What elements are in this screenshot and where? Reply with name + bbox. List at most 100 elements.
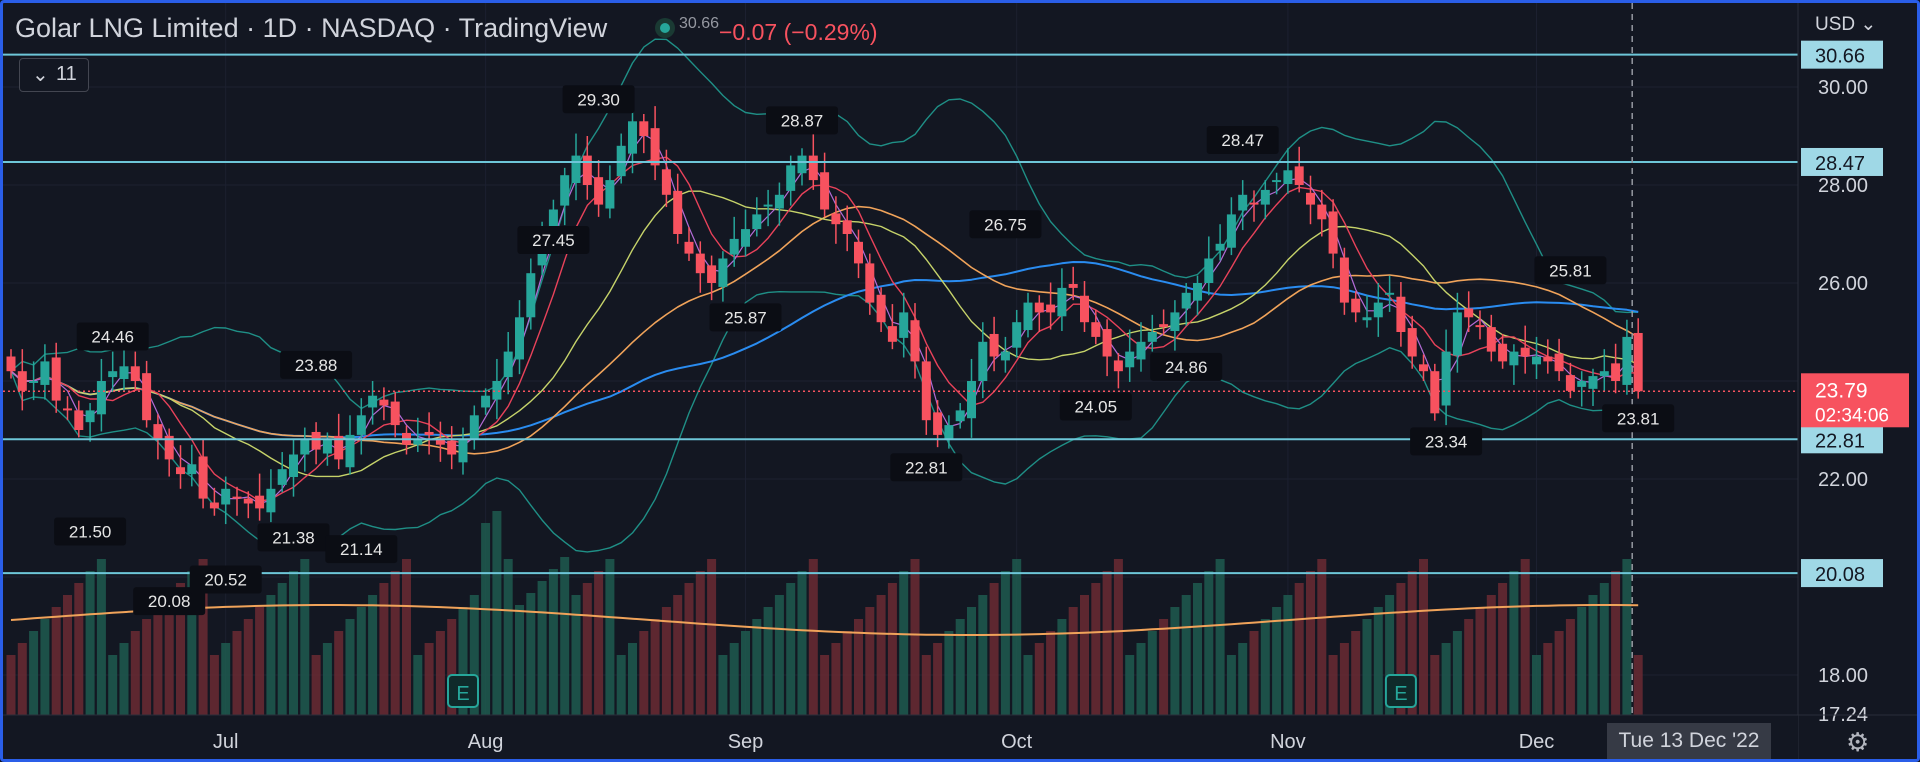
low-annotation-text: 24.05 xyxy=(1075,398,1118,417)
candle-body xyxy=(176,467,185,475)
candle xyxy=(1102,319,1112,377)
volume-bar xyxy=(51,607,61,715)
candle xyxy=(1170,300,1180,351)
y-tick-label: 26.00 xyxy=(1818,273,1868,295)
volume-bar xyxy=(1000,571,1010,715)
volume-bar xyxy=(1023,655,1033,715)
candle-body xyxy=(1046,304,1056,313)
volume-bar xyxy=(515,605,524,715)
candle-body xyxy=(29,381,39,383)
low-annotation: 23.34 xyxy=(1410,427,1483,456)
low-annotation-box xyxy=(257,523,330,552)
candle xyxy=(1249,190,1259,222)
high-annotation: 26.75 xyxy=(969,210,1042,239)
candle-body xyxy=(752,214,762,230)
low-annotation: 24.86 xyxy=(1150,352,1223,381)
candle xyxy=(616,133,626,184)
volume-bar xyxy=(356,607,366,715)
volume-histogram xyxy=(6,511,1643,715)
candle xyxy=(1611,343,1621,394)
candle-body xyxy=(729,238,739,255)
candle-body xyxy=(1113,360,1123,372)
candle-body xyxy=(1565,375,1575,391)
candle xyxy=(774,182,784,226)
volume-bar xyxy=(243,619,253,715)
candle xyxy=(176,445,185,489)
symbol-title[interactable]: Golar LNG Limited · 1D · NASDAQ · Tradin… xyxy=(15,13,608,43)
candle-body xyxy=(1396,296,1406,332)
volume-bar xyxy=(887,583,897,715)
candle xyxy=(1215,224,1225,261)
low-annotation: 20.52 xyxy=(189,565,262,594)
candle-body xyxy=(1136,341,1146,360)
volume-bar xyxy=(187,571,197,715)
high-annotation-text: 28.47 xyxy=(1221,131,1264,150)
volume-bar xyxy=(1599,583,1609,715)
high-annotation-box xyxy=(1534,256,1607,285)
candle-body xyxy=(1475,325,1485,328)
gear-icon[interactable]: ⚙ xyxy=(1846,727,1870,757)
candle xyxy=(1351,291,1361,323)
low-annotation-box xyxy=(1602,404,1675,433)
candle xyxy=(729,216,739,267)
volume-bar xyxy=(831,643,841,715)
candle xyxy=(1057,268,1067,332)
volume-bar xyxy=(447,619,457,715)
market-status-icon xyxy=(655,18,675,38)
candle-body xyxy=(989,333,999,357)
candle xyxy=(955,403,965,429)
candle xyxy=(29,361,39,401)
candlestick-series xyxy=(6,106,1643,525)
volume-bar xyxy=(933,643,943,715)
volume-bar xyxy=(1622,559,1632,715)
indicators-toggle-button[interactable]: ⌄ 11 xyxy=(19,58,89,92)
candle xyxy=(1136,322,1146,372)
candle-body xyxy=(1452,312,1462,356)
candle-body xyxy=(548,209,558,238)
earnings-marker: E xyxy=(1384,674,1417,708)
volume-bar xyxy=(1125,655,1135,715)
volume-bar xyxy=(402,559,411,715)
price-change: −0.07 (−0.29%) xyxy=(719,19,878,45)
volume-bar xyxy=(1272,607,1282,715)
last-price-tag-countdown: 02:34:06 xyxy=(1815,405,1889,426)
candle xyxy=(85,403,95,442)
volume-bar xyxy=(198,559,208,715)
volume-bar xyxy=(684,583,694,715)
earnings-marker-box xyxy=(1384,674,1417,708)
high-annotation: 28.87 xyxy=(766,106,838,135)
volume-bar xyxy=(108,655,118,715)
candle xyxy=(311,422,321,465)
currency-selector[interactable]: USD ⌄ xyxy=(1815,14,1877,35)
volume-bar xyxy=(130,631,140,715)
volume-bar xyxy=(628,643,637,715)
level-price-tag-bg xyxy=(1801,40,1883,69)
volume-bar xyxy=(1339,643,1349,715)
candle xyxy=(63,396,72,421)
candle xyxy=(334,413,344,470)
volume-bar xyxy=(1226,655,1236,715)
level-price-tag: 28.47 xyxy=(1801,147,1883,176)
candle-body xyxy=(1532,356,1541,365)
volume-bar xyxy=(1588,595,1598,715)
volume-bar xyxy=(119,643,129,715)
candle-body xyxy=(774,194,784,209)
candle-body xyxy=(1407,328,1417,357)
candle xyxy=(1328,199,1338,269)
candle xyxy=(6,349,16,379)
high-annotation: 24.46 xyxy=(76,322,149,351)
low-annotation-text: 21.38 xyxy=(272,528,315,547)
candle-body xyxy=(921,361,931,421)
candle-body xyxy=(1543,356,1553,362)
candle-body xyxy=(243,498,253,504)
candle-body xyxy=(1294,166,1304,185)
volume-bar xyxy=(582,583,592,715)
candle-body xyxy=(1622,336,1632,385)
candle xyxy=(1193,275,1202,316)
candle-body xyxy=(1012,322,1022,348)
price-chart[interactable]: E E 24.46 23.88 29.30 28.87 28.47 25.81 26.75 21.… xyxy=(3,3,1917,759)
candle xyxy=(786,155,796,206)
candle xyxy=(356,398,366,455)
volume-bar xyxy=(40,619,50,715)
candle xyxy=(1554,338,1564,381)
